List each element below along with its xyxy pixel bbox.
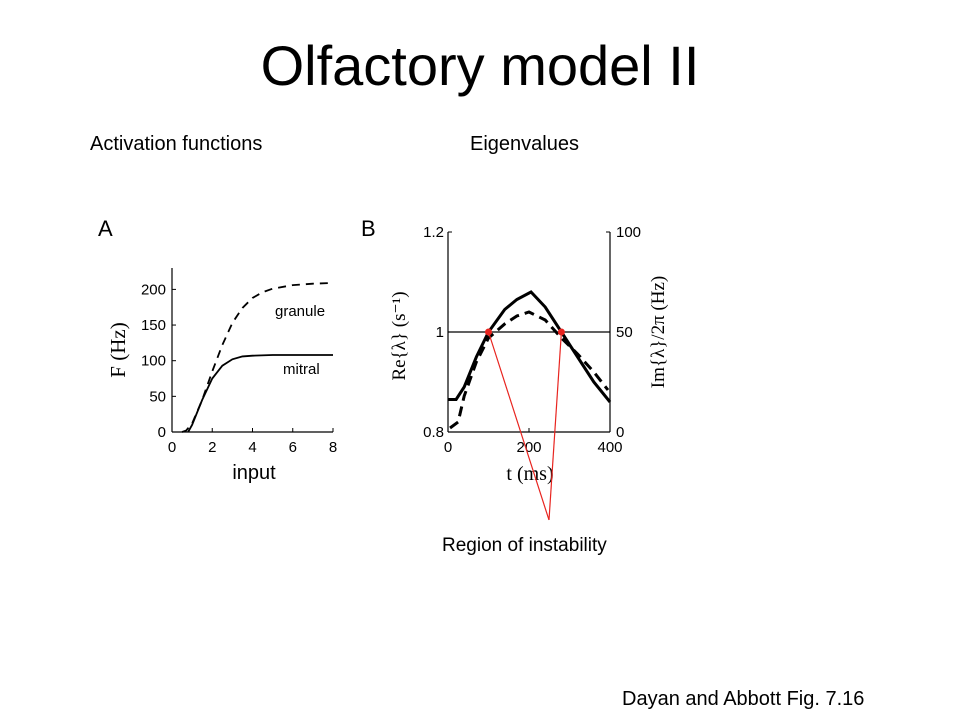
panel-a-ylabel: F (Hz) xyxy=(106,322,130,377)
panel-a-axes xyxy=(171,268,333,433)
slide-title: Olfactory model II xyxy=(260,34,700,97)
instability-pointer-lines xyxy=(485,328,565,521)
panel-b-x-tick-label: 200 xyxy=(516,439,541,456)
panel-b-ylabel-right: Im{λ}/2π (Hz) xyxy=(648,276,669,389)
panel-a-y-tick-label: 50 xyxy=(149,388,166,405)
panel-a-y-tick-label: 0 xyxy=(158,424,166,441)
panel-a-series xyxy=(181,282,334,433)
region-of-instability-label: Region of instability xyxy=(442,535,607,556)
panel-b-right-tick-label: 100 xyxy=(616,224,641,241)
panel-a-x-tick-label: 0 xyxy=(168,439,176,456)
panel-b-left-tick-label: 1.2 xyxy=(423,224,444,241)
panel-b-right-tick-label: 50 xyxy=(616,324,633,341)
instability-pointer-line xyxy=(487,331,550,521)
instability-pointer-line xyxy=(548,331,562,521)
panel-b-x-tick-label: 400 xyxy=(597,439,622,456)
panel-a-label: A xyxy=(98,216,113,241)
panel-b-solid-curve xyxy=(448,290,612,403)
panel-a-x-tick-label: 6 xyxy=(289,439,297,456)
panel-b-x-tick-label: 0 xyxy=(444,439,452,456)
panel-b-xlabel: t (ms) xyxy=(506,463,553,485)
panel-a-ticks: 0 2 4 6 8 0 50 100 150 200 xyxy=(141,281,337,456)
panel-b-left-tick-label: 1 xyxy=(436,324,444,341)
instability-marker xyxy=(485,328,492,336)
panel-a-mitral-curve xyxy=(187,354,333,433)
panel-a-y-tick-label: 100 xyxy=(141,353,166,370)
figure-citation: Dayan and Abbott Fig. 7.16 xyxy=(622,688,865,710)
panel-a-x-tick-label: 4 xyxy=(248,439,256,456)
instability-marker xyxy=(557,328,565,336)
panel-a-y-tick-label: 200 xyxy=(141,281,166,298)
panel-a-x-tick-label: 2 xyxy=(208,439,216,456)
panel-b-series xyxy=(448,290,612,430)
panel-b-right-tick-label: 0 xyxy=(616,424,624,441)
panel-a-x-tick-label: 8 xyxy=(329,439,337,456)
mitral-label: mitral xyxy=(283,361,320,378)
panel-b-dashed-curve xyxy=(449,310,610,430)
panel-b-axes xyxy=(447,232,611,433)
panel-b-left-tick-label: 0.8 xyxy=(423,424,444,441)
panel-b-ticks: 0 200 400 0.8 1 1.2 0 50 100 xyxy=(423,224,641,456)
panel-b-ylabel-left: Re{λ} (s⁻¹) xyxy=(389,291,410,380)
panel-a-xlabel: input xyxy=(232,462,276,484)
panel-a-y-tick-label: 150 xyxy=(141,317,166,334)
eigenvalues-heading: Eigenvalues xyxy=(470,133,579,155)
activation-functions-heading: Activation functions xyxy=(90,133,263,155)
panel-b-label: B xyxy=(361,216,376,241)
granule-label: granule xyxy=(275,303,325,320)
